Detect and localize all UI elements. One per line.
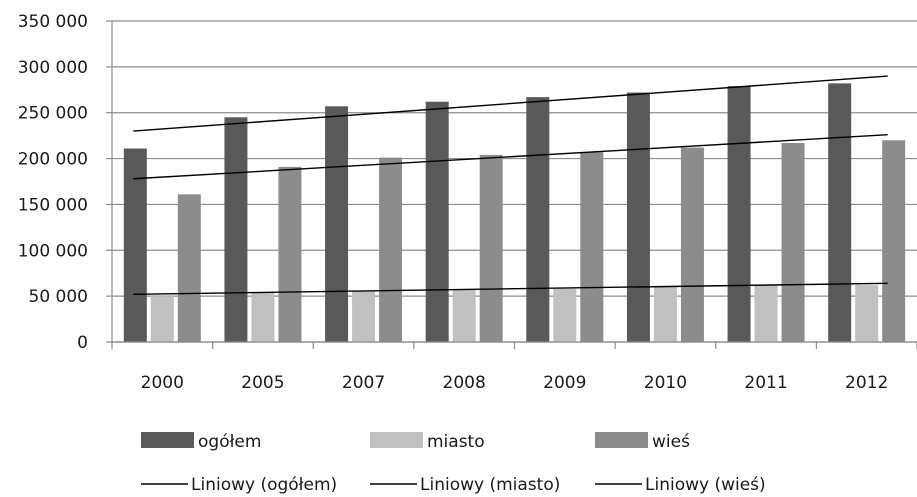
x-tick-label: 2007 (342, 373, 385, 393)
x-tick-label: 2011 (744, 373, 787, 393)
trendline-1 (133, 282, 888, 296)
legend-swatch-ogółem (141, 432, 194, 448)
bar-wieś-2010 (680, 147, 704, 342)
y-tick-label: 200 000 (18, 150, 88, 170)
trendline-2 (133, 134, 888, 180)
bar-ogółem-2011 (727, 86, 751, 342)
y-tick-label: 350 000 (18, 12, 88, 32)
x-tick-label: 2010 (644, 373, 687, 393)
bar-ogółem-2005 (224, 117, 248, 342)
bar-ogółem-2008 (425, 101, 449, 342)
legend: ogółem miasto wieś Liniowy (ogółem) Liniowy … (141, 432, 766, 495)
bar-ogółem-2009 (526, 97, 550, 342)
legend-swatch-wieś (595, 432, 648, 448)
trendlines (133, 75, 888, 296)
y-tick-label: 50 000 (29, 287, 88, 307)
bar-wieś-2007 (379, 157, 403, 342)
y-tick-label: 300 000 (18, 58, 88, 78)
bar-ogółem-2010 (626, 92, 650, 342)
legend-label: ogółem (198, 432, 261, 452)
y-tick-label: 100 000 (18, 241, 88, 261)
bar-miasto-2007 (352, 290, 376, 342)
bar-ogółem-2012 (828, 83, 852, 342)
legend-label: Liniowy (wieś) (645, 475, 766, 495)
trendline-0 (133, 75, 888, 132)
x-tick-label: 2000 (141, 373, 184, 393)
bar-miasto-2010 (653, 286, 677, 342)
legend-label: miasto (427, 432, 485, 452)
bar-ogółem-2007 (325, 106, 349, 343)
y-tick-label: 0 (77, 333, 88, 353)
x-tick-label: 2005 (241, 373, 284, 393)
bars (123, 83, 906, 343)
bar-wieś-2008 (479, 154, 503, 342)
bar-miasto-2005 (251, 292, 275, 342)
x-tick-label: 2008 (443, 373, 486, 393)
y-tick-label: 150 000 (18, 195, 88, 215)
x-tick-labels: 2000 2005 2007 2008 2009 2010 2011 2012 (141, 373, 889, 393)
bar-wieś-2000 (177, 194, 201, 342)
x-tick-label: 2009 (543, 373, 586, 393)
bar-miasto-2000 (150, 296, 174, 342)
y-tick-labels: 0 50 000 100 000 150 000 200 000 250 000 300 0… (18, 12, 88, 353)
axes (106, 20, 917, 349)
bar-miasto-2009 (553, 288, 577, 342)
legend-label: Liniowy (ogółem) (191, 475, 337, 495)
bar-wieś-2009 (580, 152, 604, 342)
y-tick-label: 250 000 (18, 104, 88, 124)
legend-label: Liniowy (miasto) (420, 475, 560, 495)
bar-miasto-2011 (754, 285, 778, 342)
bar-miasto-2012 (855, 285, 879, 342)
bar-wieś-2005 (278, 166, 302, 342)
bar-wieś-2012 (882, 140, 906, 342)
bar-miasto-2008 (452, 289, 476, 342)
legend-swatch-miasto (370, 432, 423, 448)
x-tick-label: 2012 (845, 373, 888, 393)
legend-label: wieś (652, 432, 690, 452)
bar-wieś-2011 (781, 142, 805, 342)
